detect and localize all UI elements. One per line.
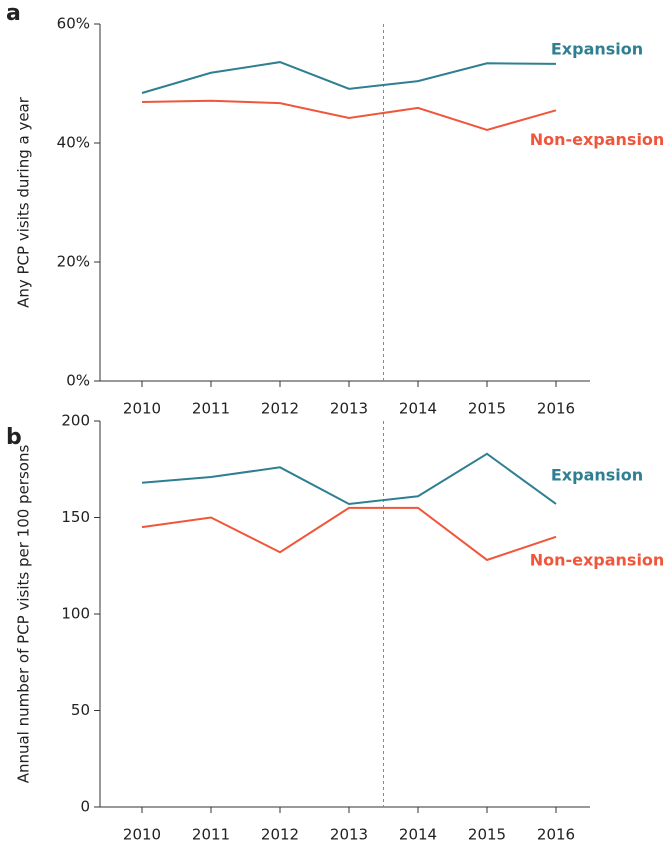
y-axis-title: Annual number of PCP visits per 100 pers…	[15, 445, 33, 784]
series-label: Non-expansion	[530, 550, 665, 569]
x-tick-label: 2016	[537, 400, 575, 418]
x-tick-label: 2010	[123, 826, 161, 844]
x-tick-label: 2014	[399, 826, 437, 844]
x-tick-label: 2011	[192, 400, 230, 418]
x-tick-label: 2012	[261, 400, 299, 418]
x-tick-label: 2016	[537, 826, 575, 844]
y-tick-label: 50	[71, 701, 90, 719]
y-axis-title: Any PCP visits during a year	[15, 96, 33, 308]
y-tick-label: 20%	[57, 253, 90, 271]
x-tick-label: 2015	[468, 400, 506, 418]
panel-label: a	[6, 1, 21, 26]
y-tick-label: 60%	[57, 15, 90, 33]
x-tick-label: 2010	[123, 400, 161, 418]
y-tick-label: 200	[61, 412, 90, 430]
series-label: Expansion	[551, 465, 643, 484]
y-tick-label: 40%	[57, 134, 90, 152]
y-tick-label: 100	[61, 605, 90, 623]
x-tick-label: 2011	[192, 826, 230, 844]
series-label: Expansion	[551, 39, 643, 58]
series-line	[141, 61, 557, 94]
x-tick-label: 2014	[399, 400, 437, 418]
x-tick-label: 2015	[468, 826, 506, 844]
y-tick-label: 150	[61, 508, 90, 526]
panel-label: b	[6, 425, 22, 450]
series-line	[141, 452, 557, 506]
x-tick-label: 2013	[330, 400, 368, 418]
y-tick-label: 0	[80, 798, 90, 816]
y-tick-label: 0%	[66, 372, 90, 390]
x-tick-label: 2012	[261, 826, 299, 844]
x-tick-label: 2013	[330, 826, 368, 844]
series-line	[141, 506, 557, 562]
series-line	[141, 99, 557, 131]
series-label: Non-expansion	[530, 130, 665, 149]
